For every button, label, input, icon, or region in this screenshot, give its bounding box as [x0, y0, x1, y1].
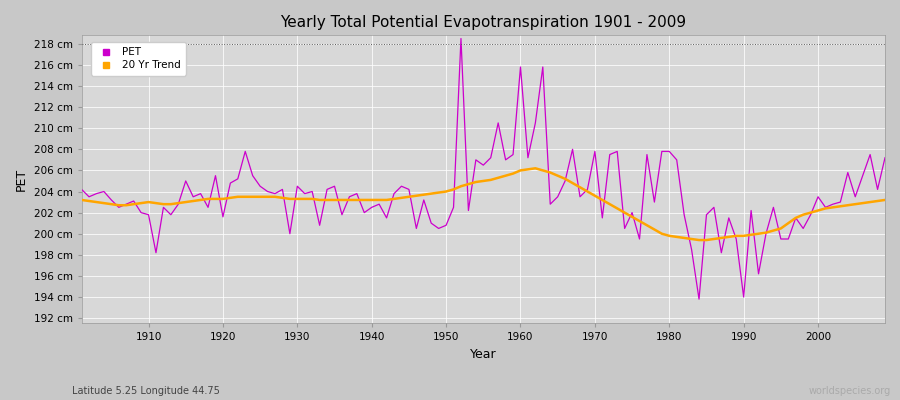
Y-axis label: PET: PET: [15, 168, 28, 191]
Title: Yearly Total Potential Evapotranspiration 1901 - 2009: Yearly Total Potential Evapotranspiratio…: [280, 15, 687, 30]
Text: worldspecies.org: worldspecies.org: [809, 386, 891, 396]
Legend: PET, 20 Yr Trend: PET, 20 Yr Trend: [91, 42, 186, 76]
X-axis label: Year: Year: [470, 348, 497, 361]
Text: Latitude 5.25 Longitude 44.75: Latitude 5.25 Longitude 44.75: [72, 386, 220, 396]
